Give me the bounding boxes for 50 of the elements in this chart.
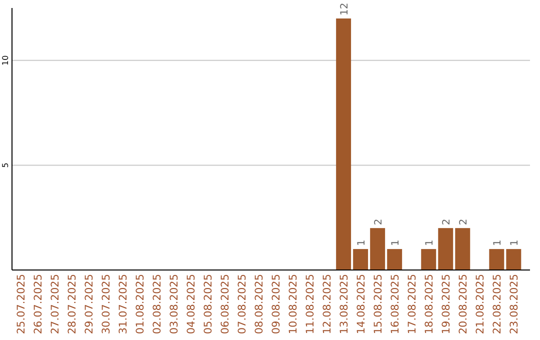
bar xyxy=(455,228,470,270)
bar xyxy=(387,249,402,270)
bar xyxy=(353,249,368,270)
x-tick-label: 09.08.2025 xyxy=(270,274,283,334)
x-tick-label: 02.08.2025 xyxy=(151,274,164,334)
data-label: 1 xyxy=(492,240,504,246)
x-tick-label: 14.08.2025 xyxy=(356,274,368,334)
x-tick-label: 06.08.2025 xyxy=(219,274,232,334)
x-tick-label: 10.08.2025 xyxy=(288,274,300,334)
x-tick-label: 11.08.2025 xyxy=(304,274,317,334)
x-tick-label: 20.08.2025 xyxy=(458,274,470,334)
x-tick-label: 16.08.2025 xyxy=(390,274,402,334)
x-tick-label: 07.08.2025 xyxy=(236,274,248,334)
x-tick-label: 30.07.2025 xyxy=(100,274,112,334)
x-tick-label: 05.08.2025 xyxy=(202,274,214,334)
bar xyxy=(506,249,522,270)
data-label: 12 xyxy=(340,2,351,16)
data-label: 1 xyxy=(356,240,368,246)
bar xyxy=(370,228,386,270)
x-tick-label: 28.07.2025 xyxy=(66,274,78,334)
x-tick-label: 21.08.2025 xyxy=(474,274,487,334)
x-tick-label: 15.08.2025 xyxy=(372,274,385,334)
data-label: 2 xyxy=(458,218,470,226)
bar xyxy=(421,249,436,270)
data-label: 1 xyxy=(390,240,402,246)
data-label: 1 xyxy=(424,240,436,246)
x-tick-label: 26.07.2025 xyxy=(32,274,44,334)
x-tick-label: 25.07.2025 xyxy=(15,274,28,334)
bar xyxy=(336,18,352,270)
data-label: 2 xyxy=(374,218,385,226)
x-tick-label: 04.08.2025 xyxy=(185,274,198,334)
x-tick-label: 19.08.2025 xyxy=(440,274,453,334)
bar xyxy=(438,228,454,270)
x-tick-label: 27.07.2025 xyxy=(49,274,62,334)
x-tick-label: 31.07.2025 xyxy=(117,274,130,334)
bar xyxy=(489,249,504,270)
x-tick-label: 29.07.2025 xyxy=(83,274,96,334)
x-tick-label: 13.08.2025 xyxy=(338,274,351,334)
x-tick-label: 01.08.2025 xyxy=(134,274,146,334)
y-tick-label: 10 xyxy=(1,55,10,66)
x-tick-label: 23.08.2025 xyxy=(508,274,521,334)
x-tick-label: 08.08.2025 xyxy=(253,274,266,334)
x-tick-label: 18.08.2025 xyxy=(424,274,436,334)
data-label: 1 xyxy=(510,240,521,246)
y-tick-label: 5 xyxy=(1,162,10,168)
x-tick-label: 17.08.2025 xyxy=(406,274,419,334)
x-tick-label: 22.08.2025 xyxy=(492,274,504,334)
x-tick-label: 12.08.2025 xyxy=(322,274,334,334)
x-tick-label: 03.08.2025 xyxy=(168,274,180,334)
data-label: 2 xyxy=(442,218,453,226)
